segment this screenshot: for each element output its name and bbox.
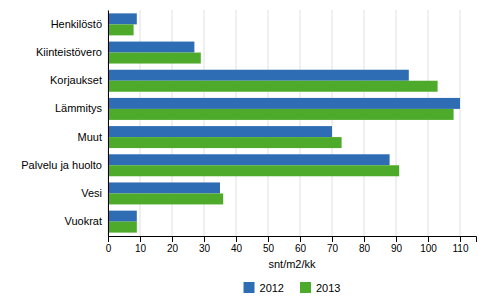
- x-tick-label: 20: [167, 243, 179, 254]
- bar: [108, 70, 409, 81]
- y-tick-label: Vesi: [81, 187, 102, 199]
- legend-swatch: [300, 282, 311, 293]
- bar: [108, 182, 220, 193]
- grid-line: [268, 10, 269, 236]
- y-tick: Henkilöstö: [51, 18, 102, 30]
- grid-line: [332, 10, 333, 236]
- x-tick-label: 80: [359, 243, 371, 254]
- legend-swatch: [244, 282, 255, 293]
- x-tick-mark: [428, 236, 429, 242]
- bar: [108, 211, 137, 222]
- x-tick-mark: [236, 236, 237, 242]
- grid-line: [428, 10, 429, 236]
- grid: [108, 10, 460, 236]
- bar: [108, 42, 194, 53]
- x-tick: 70: [327, 236, 339, 254]
- y-tick-label: Lämmitys: [55, 102, 103, 114]
- bar: [108, 24, 134, 35]
- bar: [108, 13, 137, 24]
- chart-container: 0 10 20 30 40 50 60 70 80 90 100 110 Vuokrat Vesi Palv…: [0, 0, 494, 304]
- x-tick: 100: [420, 236, 437, 254]
- grid-line: [236, 10, 237, 236]
- bar: [108, 137, 342, 148]
- y-tick-label: Vuokrat: [64, 215, 102, 227]
- x-tick-mark: [172, 236, 173, 242]
- grid-line: [108, 10, 109, 236]
- bar: [108, 53, 201, 64]
- x-tick-label: 30: [199, 243, 211, 254]
- y-axis-line: [108, 11, 109, 237]
- bar: [108, 81, 438, 92]
- x-tick-mark: [364, 236, 365, 242]
- x-tick-label: 50: [263, 243, 275, 254]
- x-tick-mark: [268, 236, 269, 242]
- x-tick: 60: [295, 236, 307, 254]
- bars: [108, 13, 460, 232]
- grid-line: [396, 10, 397, 236]
- x-tick: 50: [263, 236, 275, 254]
- x-tick-label: 0: [106, 243, 112, 254]
- x-tick: 30: [199, 236, 211, 254]
- x-tick-label: 100: [420, 243, 437, 254]
- x-tick-mark: [396, 236, 397, 242]
- y-tick: Vesi: [81, 187, 102, 199]
- x-tick-mark: [140, 236, 141, 242]
- y-tick-label: Kiinteistövero: [36, 46, 102, 58]
- x-tick: 80: [359, 236, 371, 254]
- x-tick: 40: [231, 236, 243, 254]
- x-axis-line: [109, 237, 477, 243]
- legend-label: 2012: [260, 282, 284, 294]
- y-tick: Kiinteistövero: [36, 46, 102, 58]
- x-tick-label: 10: [135, 243, 147, 254]
- bar: [108, 126, 332, 137]
- x-tick: 90: [391, 236, 403, 254]
- bar: [108, 154, 390, 165]
- y-tick-label: Korjaukset: [50, 74, 102, 86]
- x-tick-label: 90: [391, 243, 403, 254]
- x-tick-label: 110: [453, 243, 469, 254]
- grid-line: [300, 10, 301, 236]
- x-axis: 0 10 20 30 40 50 60 70 80 90 100 110: [106, 236, 477, 254]
- grid-line: [460, 10, 461, 236]
- bar: [108, 109, 454, 120]
- x-tick-mark: [332, 236, 333, 242]
- x-tick-mark: [204, 236, 205, 242]
- y-tick: Muut: [78, 131, 102, 143]
- bar: [108, 193, 223, 204]
- x-tick-mark: [460, 236, 461, 242]
- legend-item: 2012: [244, 282, 284, 294]
- plot: 0 10 20 30 40 50 60 70 80 90 100 110 Vuokrat Vesi Palv…: [21, 10, 476, 270]
- grid-line: [364, 10, 365, 236]
- bar: [108, 222, 137, 233]
- x-axis-title: snt/m2/kk: [268, 258, 316, 270]
- chart-svg: 0 10 20 30 40 50 60 70 80 90 100 110 Vuokrat Vesi Palv…: [0, 0, 494, 304]
- y-tick: Lämmitys: [55, 102, 103, 114]
- y-axis: Vuokrat Vesi Palvelu ja huolto Muut Lämmitys…: [21, 11, 108, 237]
- legend-label: 2013: [316, 282, 340, 294]
- y-tick-label: Palvelu ja huolto: [21, 159, 102, 171]
- y-tick-label: Henkilöstö: [51, 18, 102, 30]
- y-tick-label: Muut: [78, 131, 102, 143]
- legend-item: 2013: [300, 282, 340, 294]
- bar: [108, 98, 460, 109]
- y-tick: Korjaukset: [50, 74, 102, 86]
- legend: 2012 2013: [244, 282, 341, 294]
- x-tick-mark: [108, 236, 109, 242]
- x-tick: 20: [167, 236, 179, 254]
- x-tick-label: 40: [231, 243, 243, 254]
- y-tick: Palvelu ja huolto: [21, 159, 102, 171]
- x-tick-label: 60: [295, 243, 307, 254]
- x-tick: 110: [453, 236, 469, 254]
- x-tick-label: 70: [327, 243, 339, 254]
- x-tick-mark: [300, 236, 301, 242]
- x-tick: 10: [135, 236, 147, 254]
- y-tick: Vuokrat: [64, 215, 102, 227]
- x-tick: 0: [106, 236, 112, 254]
- bar: [108, 165, 399, 176]
